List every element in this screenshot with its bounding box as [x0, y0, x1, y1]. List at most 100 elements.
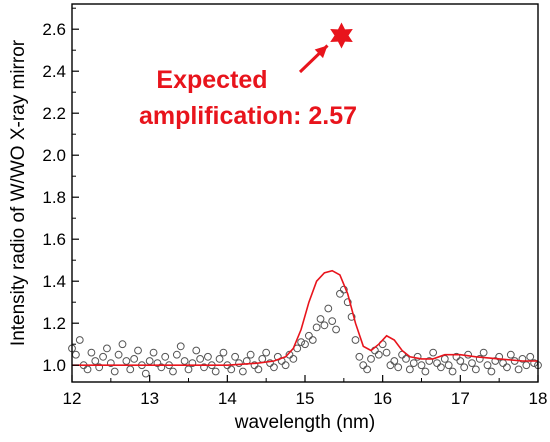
data-point: [394, 363, 403, 372]
data-point: [231, 352, 240, 361]
data-point: [514, 365, 523, 374]
data-point: [355, 352, 364, 361]
data-point: [262, 348, 271, 357]
data-point: [452, 352, 461, 361]
data-point: [99, 352, 107, 361]
data-point: [141, 369, 150, 378]
data-point: [433, 359, 441, 368]
data-point: [103, 344, 111, 353]
data-point: [184, 365, 193, 374]
data-point: [297, 338, 306, 347]
data-point: [289, 355, 298, 363]
data-point: [215, 355, 224, 363]
data-point: [429, 348, 438, 357]
data-point: [479, 348, 488, 357]
y-tick-label: 2.0: [42, 146, 66, 165]
arrow-head: [314, 45, 328, 59]
data-point: [308, 336, 317, 344]
data-point: [503, 363, 511, 372]
data-point: [522, 361, 531, 370]
data-point: [402, 355, 410, 363]
y-tick-label: 2.4: [42, 62, 66, 81]
data-point: [238, 367, 247, 376]
data-point: [95, 363, 104, 372]
y-tick-label: 1.8: [42, 188, 66, 207]
data-point: [374, 350, 383, 359]
data-point: [134, 346, 142, 355]
data-point: [499, 359, 507, 368]
data-point: [71, 350, 80, 359]
data-point: [440, 355, 449, 363]
data-point: [219, 348, 228, 357]
data-point: [161, 352, 170, 361]
x-tick-label: 14: [218, 389, 237, 408]
data-point: [312, 323, 321, 332]
data-point: [227, 365, 236, 374]
x-tick-label: 18: [529, 389, 548, 408]
data-point: [425, 357, 434, 365]
data-point: [122, 357, 131, 365]
data-point: [409, 359, 418, 368]
data-point: [118, 340, 127, 349]
data-point: [75, 336, 84, 344]
data-point: [491, 357, 500, 365]
data-point: [347, 313, 356, 321]
data-point: [304, 331, 313, 340]
data-point: [359, 361, 368, 370]
data-point: [351, 336, 360, 344]
data-point: [417, 361, 426, 370]
data-point: [390, 357, 399, 365]
data-point: [192, 346, 201, 355]
x-tick-label: 17: [451, 389, 470, 408]
y-tick-label: 2.2: [42, 104, 66, 123]
data-point: [176, 342, 185, 351]
data-point: [196, 355, 205, 363]
data-point: [106, 359, 115, 368]
data-point: [437, 363, 445, 372]
annotation-line-2: amplification: 2.57: [139, 102, 357, 130]
data-point: [386, 361, 395, 370]
data-point: [114, 350, 123, 359]
data-point: [157, 363, 166, 372]
data-point: [405, 365, 414, 374]
data-point: [204, 352, 212, 361]
data-point: [363, 365, 372, 374]
data-point: [281, 361, 290, 370]
data-point: [149, 348, 158, 357]
data-point: [145, 357, 154, 365]
data-point: [483, 361, 492, 370]
x-tick-label: 13: [140, 389, 159, 408]
data-point: [367, 355, 375, 363]
data-point: [126, 365, 135, 374]
data-point: [495, 352, 504, 361]
data-point: [444, 361, 453, 370]
data-point: [448, 367, 457, 376]
data-point: [526, 352, 535, 361]
x-tick-label: 16: [373, 389, 392, 408]
plot-frame: [71, 3, 539, 383]
data-point: [250, 361, 259, 370]
data-point: [316, 315, 325, 323]
data-point: [456, 357, 465, 365]
y-tick-label: 2.6: [42, 20, 66, 39]
data-point: [266, 359, 274, 368]
data-point: [235, 359, 243, 368]
data-point: [336, 289, 344, 298]
data-point: [460, 363, 469, 372]
annotation-line-1: Expected: [156, 66, 267, 94]
data-point: [188, 359, 197, 368]
data-point: [285, 350, 294, 359]
y-tick-label: 1.6: [42, 230, 66, 249]
y-axis-ticks: 1.0 1.2 1.4 1.6 1.8 2.0 2.2 2.4 2.6: [42, 7, 79, 375]
data-point: [475, 355, 484, 363]
data-point: [211, 367, 220, 376]
x-tick-label: 15: [296, 389, 315, 408]
data-point: [506, 350, 515, 359]
data-point: [200, 363, 208, 372]
x-axis-ticks: 12 13 14 15 16 17 18: [63, 375, 548, 408]
fit-curve: [72, 269, 538, 366]
data-point: [343, 298, 352, 307]
data-point: [254, 365, 263, 374]
annotation-arrow: [298, 44, 329, 74]
